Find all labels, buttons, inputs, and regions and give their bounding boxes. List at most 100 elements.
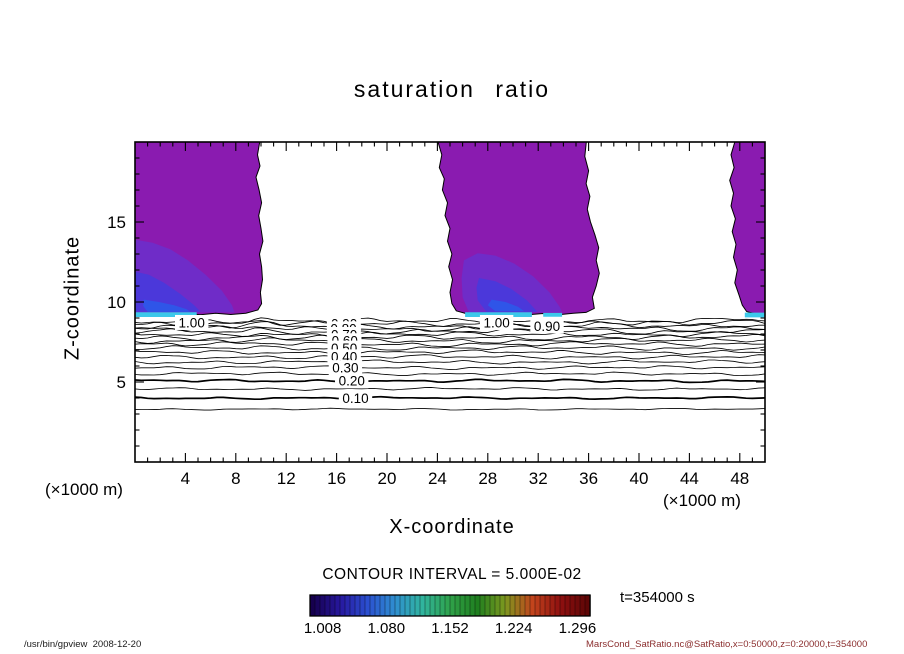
- contour-label: 0.10: [342, 391, 368, 406]
- x-tick-label: 24: [428, 469, 447, 488]
- plot-title: saturation ratio: [353, 76, 551, 102]
- contour-label-halo: [338, 390, 373, 406]
- colorbar-segment: [494, 594, 501, 617]
- colorbar-tick-label: 1.080: [368, 620, 406, 637]
- x-tick-label: 8: [231, 469, 240, 488]
- contour-line-0.50: [135, 345, 766, 351]
- colorbar: 1.008 1.080 1.152 1.224 1.296: [304, 594, 597, 637]
- contour-line-0.30: [134, 365, 766, 371]
- colorbar-segment: [419, 594, 426, 617]
- colorbar-segment: [329, 594, 336, 617]
- footer-dataset-text: MarsCond_SatRatio.nc@SatRatio,x=0:50000,…: [586, 639, 868, 650]
- cyan-streak-middle-2: [543, 312, 563, 317]
- colorbar-segment: [534, 594, 541, 617]
- colorbar-segment: [429, 594, 436, 617]
- colorbar-border: [309, 594, 591, 617]
- colorbar-segment: [369, 594, 376, 617]
- colorbar-segment: [449, 594, 456, 617]
- saturated-fill-regions: [134, 141, 766, 318]
- contour-label: 0.30: [332, 360, 358, 375]
- colorbar-segment: [539, 594, 546, 617]
- colorbar-segment: [339, 594, 346, 617]
- colorbar-tick-label: 1.224: [495, 620, 533, 637]
- footer-command-text: /usr/bin/gpview 2008-12-20: [24, 639, 142, 650]
- colorbar-segment: [399, 594, 406, 617]
- x-tick-label: 20: [378, 469, 397, 488]
- contour-line-0.60: [134, 337, 766, 344]
- x-tick-label: 12: [277, 469, 296, 488]
- contour-line-0.90: [134, 320, 766, 328]
- colorbar-segment: [529, 594, 536, 617]
- contour-label: 1.00: [483, 315, 509, 330]
- colorbar-segment: [524, 594, 531, 617]
- colorbar-segment: [379, 594, 386, 617]
- colorbar-segment: [579, 594, 586, 617]
- colorbar-segment: [359, 594, 366, 617]
- colorbar-segment: [324, 594, 331, 617]
- contour-label-halo: [328, 360, 363, 376]
- cyan-streak-right: [744, 312, 765, 318]
- contour-label-halo: [175, 314, 209, 330]
- x-tick-label: 32: [529, 469, 548, 488]
- colorbar-segment: [514, 594, 521, 617]
- x-tick-label: 28: [478, 469, 497, 488]
- colorbar-segment: [469, 594, 476, 617]
- colorbar-segment: [334, 594, 341, 617]
- colorbar-segment: [319, 594, 326, 617]
- x-tick-label: 36: [579, 469, 598, 488]
- contour-line-0.70: [134, 331, 766, 338]
- colorbar-segment: [544, 594, 551, 617]
- colorbar-segment: [424, 594, 431, 617]
- colorbar-segment: [439, 594, 446, 617]
- colorbar-segment: [454, 594, 461, 617]
- colorbar-segment: [474, 594, 481, 617]
- colorbar-segment: [554, 594, 561, 617]
- colorbar-segment: [459, 594, 466, 617]
- contour-label-halo: [479, 314, 514, 330]
- colorbar-segment: [479, 594, 486, 617]
- colorbar-segment: [489, 594, 496, 617]
- contour-line-0.45: [134, 349, 766, 355]
- z-tick-label: 10: [107, 293, 126, 312]
- contour-line-0.65: [134, 334, 766, 341]
- shade-middle-3: [487, 299, 525, 312]
- contour-label-halo: [335, 373, 369, 389]
- contour-line-0.20: [134, 378, 766, 384]
- contour-label: 0.90: [534, 319, 560, 334]
- z-tick-label: 15: [107, 213, 126, 232]
- colorbar-segment: [569, 594, 576, 617]
- colorbar-segment: [309, 594, 316, 617]
- contour-line-0.75: [134, 327, 766, 335]
- colorbar-segment: [559, 594, 566, 617]
- contour-line-0.15: [134, 386, 766, 391]
- contour-line-0.85: [134, 321, 765, 330]
- colorbar-segment: [414, 594, 421, 617]
- x-tick-label: 40: [630, 469, 649, 488]
- colorbar-segment: [574, 594, 581, 617]
- z-axis-unit-label: (×1000 m): [45, 480, 123, 499]
- contour-label: 1.00: [179, 315, 205, 330]
- colorbar-tick-label: 1.152: [431, 620, 469, 637]
- colorbar-segment: [364, 594, 371, 617]
- colorbar-segment: [549, 594, 556, 617]
- colorbar-tick-label: 1.296: [559, 620, 597, 637]
- x-tick-label: 4: [181, 469, 190, 488]
- x-axis-unit-label: (×1000 m): [663, 491, 741, 510]
- colorbar-segment: [374, 594, 381, 617]
- colorbar-segment: [349, 594, 356, 617]
- z-axis-title: Z-coordinate: [61, 235, 84, 361]
- colorbar-segment: [409, 594, 416, 617]
- colorbar-segment: [344, 594, 351, 617]
- contour-label: 0.20: [339, 374, 365, 389]
- colorbar-segment: [519, 594, 526, 617]
- x-tick-label: 44: [680, 469, 699, 488]
- contour-line-0.80: [134, 325, 766, 333]
- colorbar-segment: [314, 594, 321, 617]
- saturated-region-right: [729, 141, 766, 316]
- x-tick-label: 16: [327, 469, 346, 488]
- colorbar-segment: [444, 594, 451, 617]
- time-label: t=354000 s: [620, 589, 695, 606]
